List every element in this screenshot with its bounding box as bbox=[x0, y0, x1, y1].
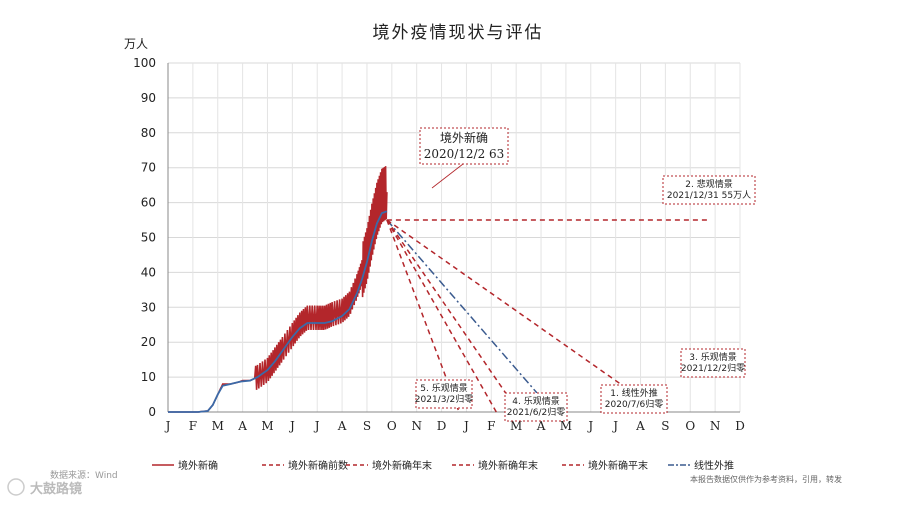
x-tick-label: A bbox=[337, 419, 347, 433]
annotation-line: 5. 乐观情景 bbox=[420, 382, 467, 394]
y-axis-unit: 万人 bbox=[124, 37, 148, 51]
x-tick-label: J bbox=[164, 419, 171, 433]
annotation-peak: 境外新确 2020/12/2 63 bbox=[419, 127, 509, 165]
y-tick-label: 90 bbox=[141, 91, 156, 105]
watermark-brand: 大鼓路镜 bbox=[30, 481, 82, 497]
y-tick-label: 10 bbox=[141, 370, 156, 384]
x-tick-label: M bbox=[261, 419, 273, 433]
legend-label: 境外新确前数 bbox=[288, 459, 348, 472]
y-tick-label: 100 bbox=[133, 56, 156, 70]
series-line bbox=[386, 219, 555, 413]
x-tick-label: S bbox=[661, 419, 669, 433]
x-tick-label: D bbox=[735, 419, 745, 433]
x-tick-label: N bbox=[411, 419, 422, 433]
legend-item: 线性外推 bbox=[668, 459, 734, 472]
x-tick-label: J bbox=[462, 419, 469, 433]
x-tick-label: F bbox=[189, 419, 197, 433]
series-line bbox=[386, 219, 460, 413]
watermark-source: 数据来源：Wind bbox=[50, 469, 118, 481]
watermark: 数据来源：Wind 大鼓路镜 bbox=[7, 469, 118, 497]
legend-item: 境外新确年末 bbox=[346, 459, 432, 472]
legend-item: 境外新确前数 bbox=[262, 459, 348, 472]
y-tick-label: 20 bbox=[141, 335, 156, 349]
legend: 境外新确 境外新确前数 境外新确年末 境外新确年末 境外新确平末 线性外推 bbox=[152, 459, 734, 472]
y-tick-label: 70 bbox=[141, 161, 156, 175]
annotation-line: 境外新确 bbox=[440, 130, 488, 145]
x-tick-label: N bbox=[710, 419, 721, 433]
chart-title: 境外疫情现状与评估 bbox=[373, 23, 544, 43]
legend-item: 境外新确平末 bbox=[562, 459, 648, 472]
x-tick-label: M bbox=[510, 419, 522, 433]
annotation-line: 2021/12/2归零 bbox=[681, 362, 745, 374]
legend-label: 境外新确 bbox=[178, 459, 218, 472]
source-note: 本报告数据仅供作为参考资料，引用，转发 bbox=[690, 474, 842, 484]
grid bbox=[167, 62, 741, 413]
annotation-line: 2021/3/2归零 bbox=[415, 393, 473, 405]
series-line bbox=[386, 219, 497, 413]
legend-label: 境外新确年末 bbox=[478, 459, 538, 472]
legend-item: 境外新确 bbox=[152, 459, 218, 472]
x-tick-label: M bbox=[560, 419, 572, 433]
annotation-line: 2021/6/2归零 bbox=[507, 406, 565, 418]
series-layer bbox=[168, 166, 711, 413]
x-tick-label: M bbox=[212, 419, 224, 433]
legend-label: 线性外推 bbox=[694, 459, 734, 472]
y-tick-label: 30 bbox=[141, 300, 156, 314]
smooth-line bbox=[168, 210, 388, 413]
x-tick-label: J bbox=[611, 419, 618, 433]
legend-label: 境外新确平末 bbox=[588, 459, 648, 472]
annotation-line: 2020/12/2 63 bbox=[424, 147, 505, 161]
annotation-line: 1. 线性外推 bbox=[610, 387, 657, 399]
x-tick-label: J bbox=[586, 419, 593, 433]
x-tick-label: J bbox=[288, 419, 295, 433]
annotation-line: 3. 乐观情景 bbox=[689, 351, 736, 363]
annotation-line: 2020/7/6归零 bbox=[605, 398, 663, 410]
y-tick-label: 0 bbox=[148, 405, 156, 419]
x-tick-label: A bbox=[536, 419, 546, 433]
legend-item: 境外新确年末 bbox=[452, 459, 538, 472]
x-tick-label: F bbox=[487, 419, 495, 433]
y-tick-label: 40 bbox=[141, 265, 156, 279]
annotation-line: 2021/12/31 55万人 bbox=[667, 190, 751, 201]
y-tick-label: 80 bbox=[141, 126, 156, 140]
x-tick-label: S bbox=[363, 419, 371, 433]
y-tick-label: 60 bbox=[141, 196, 156, 210]
annotation-line: 4. 乐观情景 bbox=[512, 395, 559, 407]
annotation-leader bbox=[431, 163, 464, 189]
series-line bbox=[386, 219, 661, 413]
series-line bbox=[386, 219, 520, 413]
x-tick-label: A bbox=[237, 419, 247, 433]
x-tick-label: D bbox=[437, 419, 447, 433]
x-tick-label: O bbox=[387, 419, 397, 433]
y-tick-labels: 0 10 20 30 40 50 60 70 80 90 100 bbox=[133, 56, 156, 419]
y-tick-label: 50 bbox=[141, 231, 156, 245]
annotation-line: 2. 悲观情景 bbox=[685, 178, 732, 190]
x-tick-label: J bbox=[313, 419, 320, 433]
legend-label: 境外新确年末 bbox=[372, 459, 432, 472]
x-tick-label: A bbox=[635, 419, 645, 433]
x-tick-label: O bbox=[685, 419, 695, 433]
